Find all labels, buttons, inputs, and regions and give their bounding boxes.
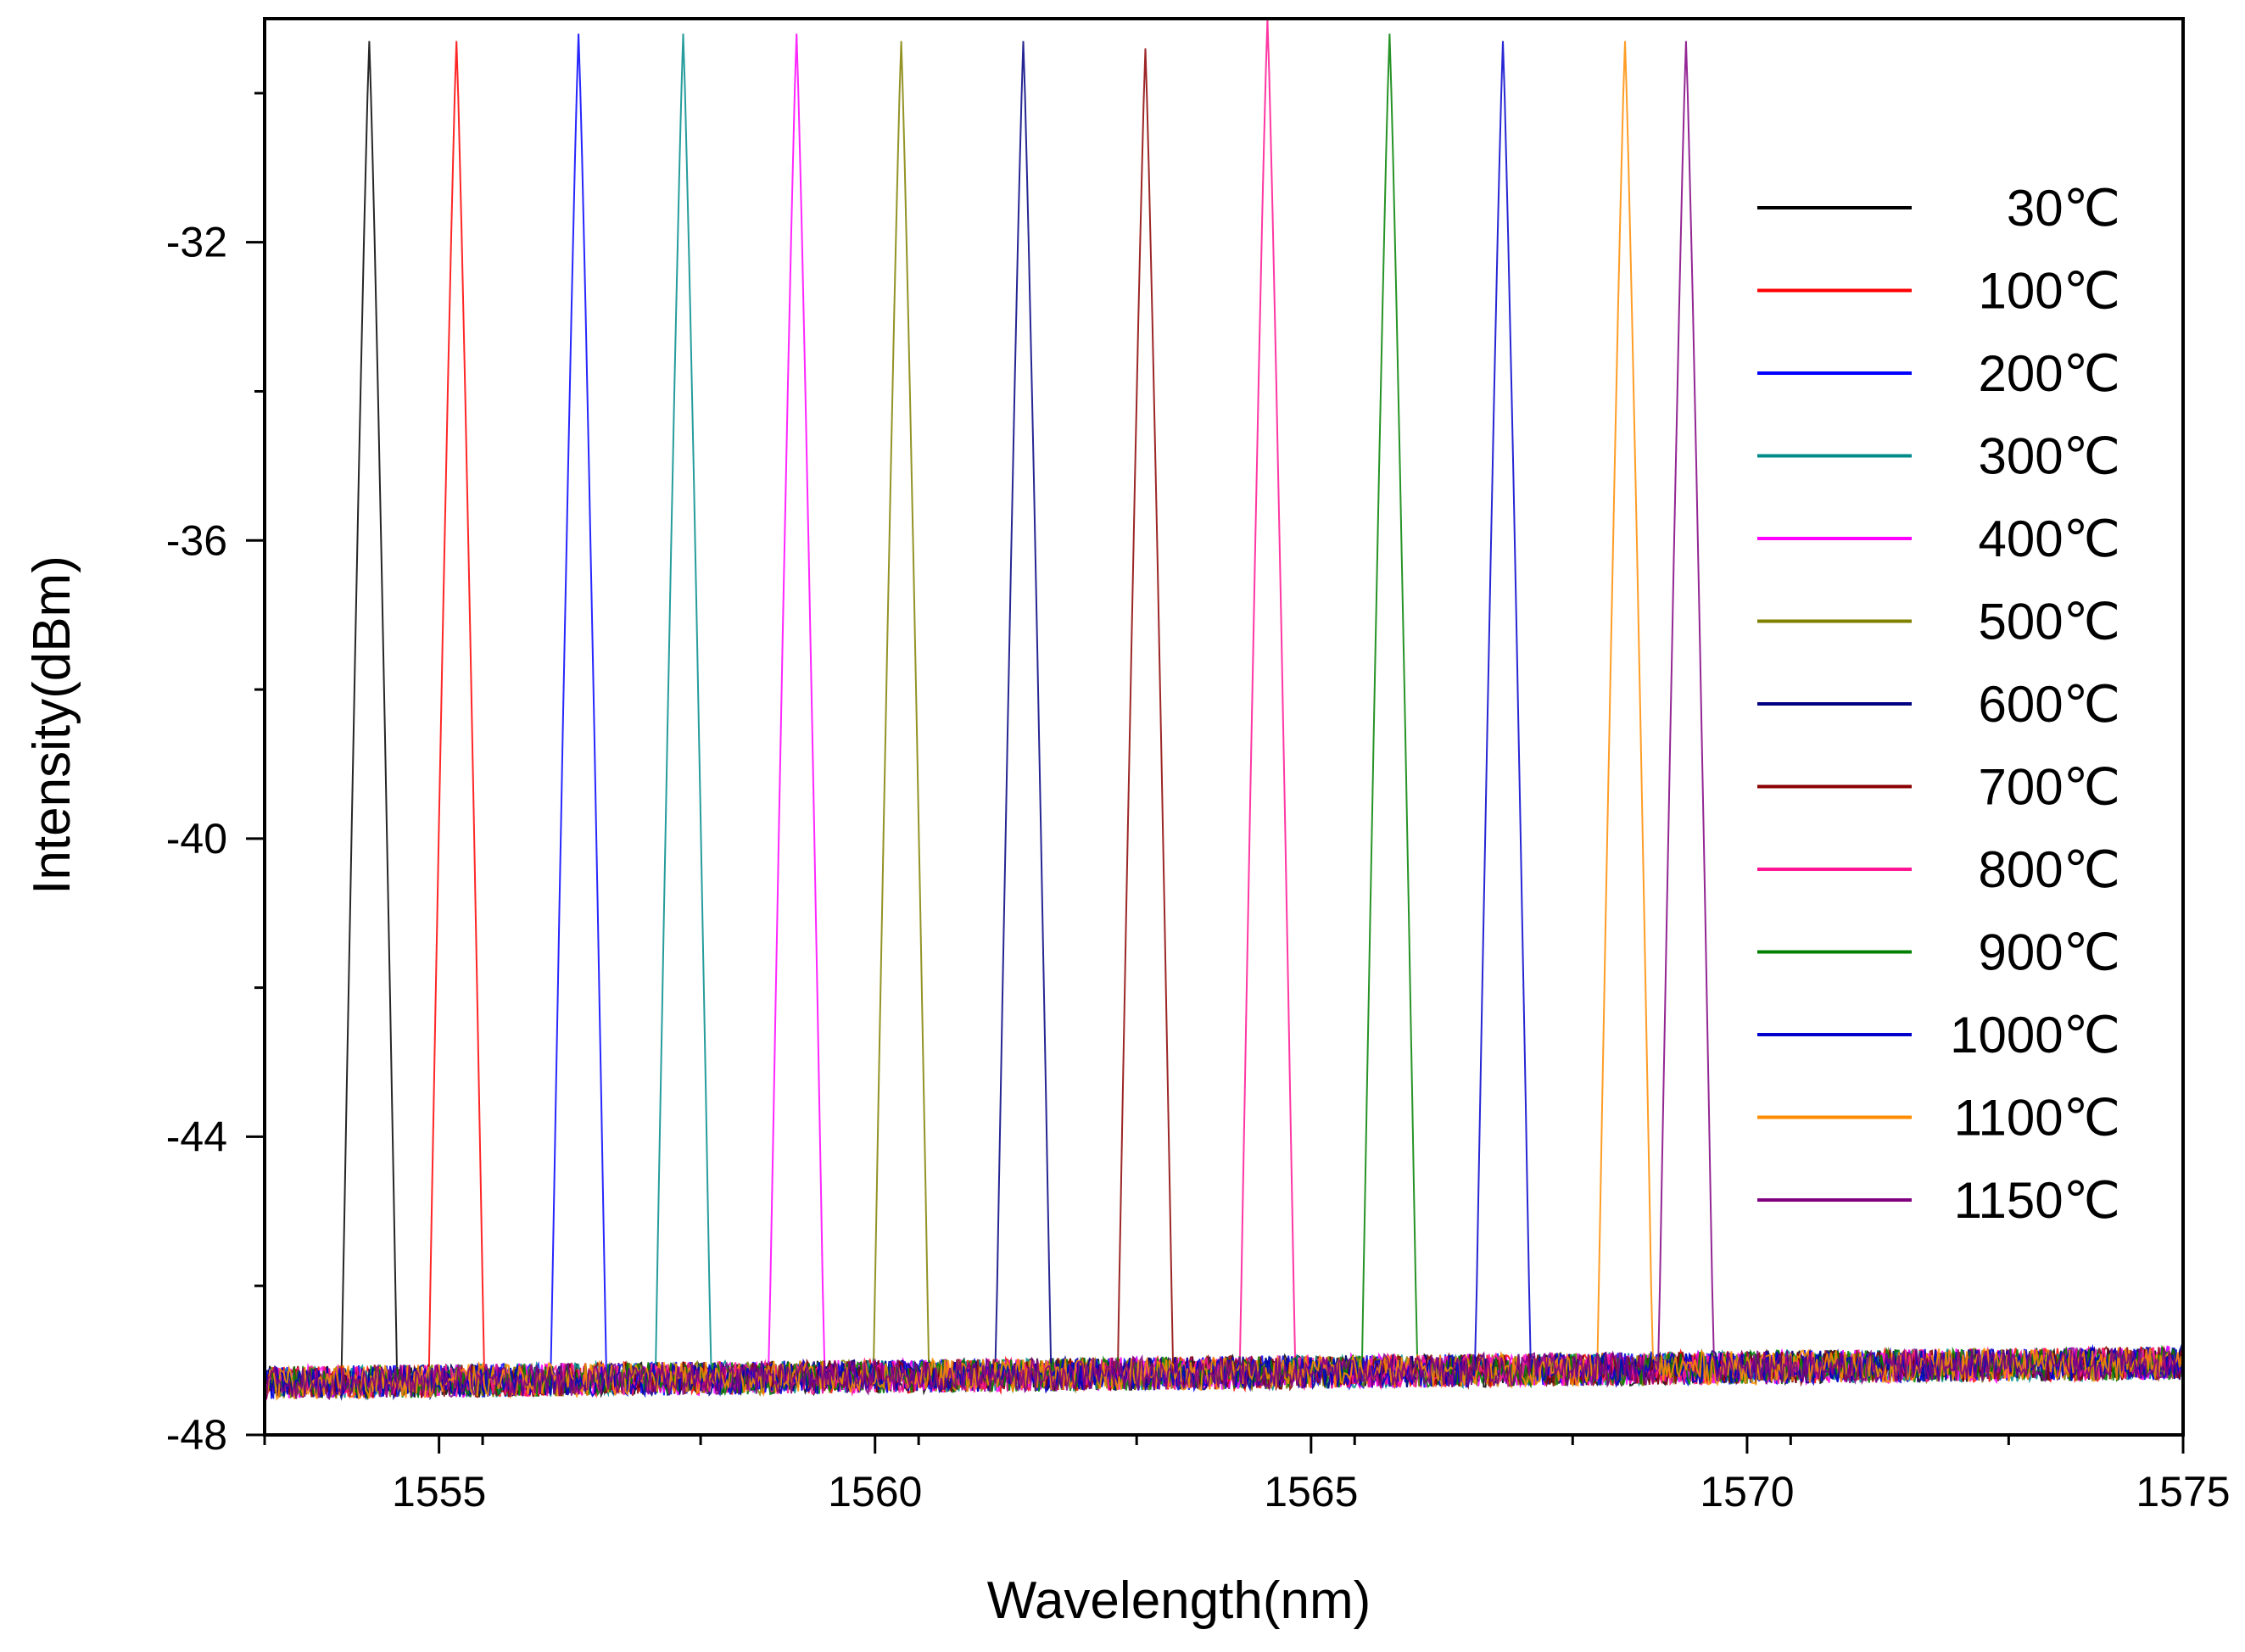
series-line (264, 41, 2184, 1401)
series-line (264, 18, 2184, 1401)
y-tick-label: -32 (166, 219, 227, 266)
legend-label: 400℃ (1979, 511, 2121, 567)
series-line (264, 41, 2184, 1400)
y-axis-label: Intensity(dBm) (23, 555, 81, 895)
y-tick-label: -36 (166, 516, 227, 564)
y-axis-ticks: -32 -36 -40 -44 -48 (166, 92, 265, 1459)
series-line (264, 41, 2184, 1398)
series-line (264, 41, 2184, 1398)
series-line (264, 33, 2184, 1400)
series-line (264, 48, 2184, 1399)
x-tick-label: 1565 (1264, 1468, 1358, 1515)
legend-label: 500℃ (1979, 594, 2121, 650)
series-line (264, 33, 2184, 1399)
legend-label: 1150℃ (1954, 1172, 2120, 1229)
series-line (264, 41, 2184, 1401)
legend-label: 600℃ (1979, 676, 2121, 733)
x-axis-label: Wavelength(nm) (987, 1571, 1371, 1630)
x-tick-label: 1560 (828, 1468, 922, 1515)
legend-label: 800℃ (1979, 841, 2121, 898)
legend-label: 30℃ (2007, 180, 2120, 237)
legend-label: 300℃ (1979, 428, 2121, 485)
series-layer (264, 18, 2184, 1401)
legend-label: 700℃ (1979, 759, 2121, 816)
y-tick-label: -48 (166, 1411, 227, 1459)
legend-label: 1000℃ (1950, 1007, 2120, 1063)
series-line (264, 41, 2184, 1401)
x-axis-ticks: 1555 1560 1565 1570 1575 (263, 1435, 2231, 1515)
y-tick-label: -44 (166, 1113, 227, 1160)
plot-frame (263, 17, 2185, 1437)
series-line (264, 33, 2184, 1400)
series-line (264, 33, 2184, 1398)
legend-label: 100℃ (1979, 263, 2121, 320)
legend-label: 1100℃ (1954, 1090, 2120, 1147)
legend: 30℃ 100℃ 200℃ 300℃ 400℃ 500℃ 600℃ 700℃ 800℃ 900℃ 1… (1757, 180, 2120, 1229)
x-tick-label: 1575 (2136, 1468, 2230, 1515)
legend-label: 200℃ (1979, 345, 2121, 402)
legend-label: 900℃ (1979, 924, 2121, 981)
x-tick-label: 1570 (1700, 1468, 1794, 1515)
y-tick-label: -40 (166, 815, 227, 862)
series-line (264, 41, 2184, 1401)
x-tick-label: 1555 (392, 1468, 486, 1515)
